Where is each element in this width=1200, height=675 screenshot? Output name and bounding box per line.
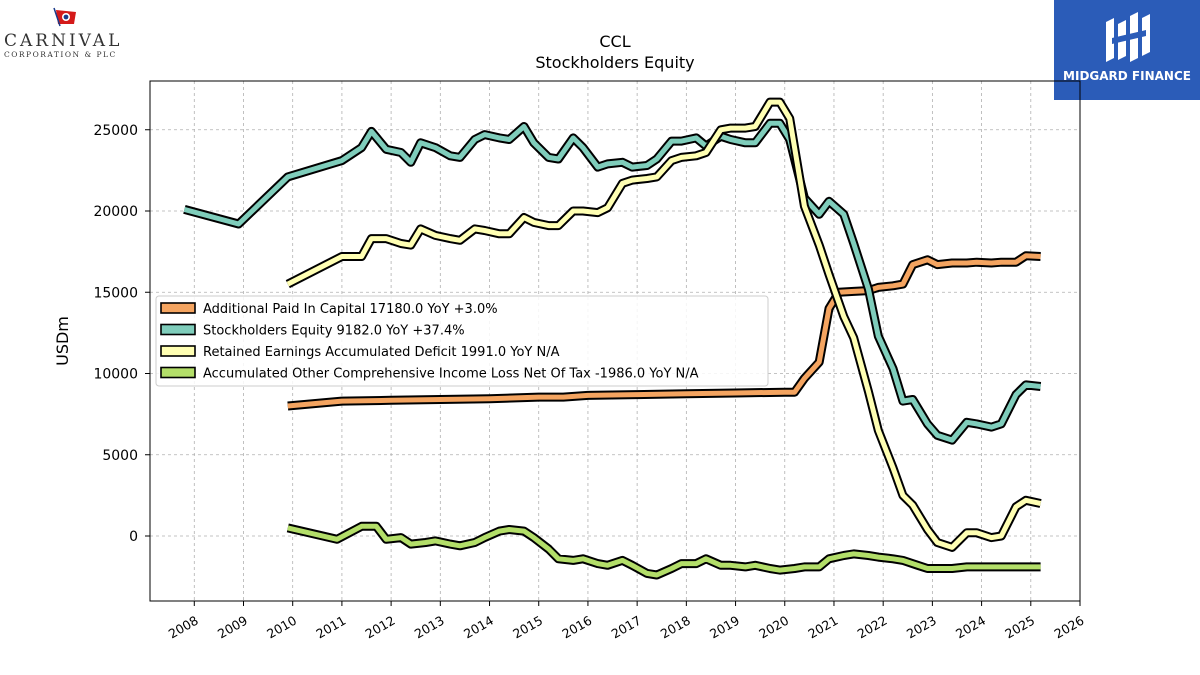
x-tick-label: 2012 xyxy=(363,613,398,642)
x-tick-label: 2026 xyxy=(1051,613,1086,642)
x-tick-label: 2010 xyxy=(264,613,299,642)
y-axis-label: USDm xyxy=(53,316,72,366)
x-tick-label: 2017 xyxy=(609,613,644,642)
legend-box xyxy=(155,295,769,387)
y-tick-label: 20000 xyxy=(93,204,138,220)
x-tick-label: 2019 xyxy=(707,613,742,642)
y-tick-label: 10000 xyxy=(93,367,138,383)
carnival-logo: CARNIVAL CORPORATION & PLC xyxy=(0,4,140,62)
legend-swatch xyxy=(160,366,196,379)
legend-swatch xyxy=(160,302,196,314)
y-tick-label: 15000 xyxy=(93,285,138,301)
x-tick-label: 2018 xyxy=(658,613,693,642)
x-tick-label: 2015 xyxy=(510,613,545,642)
x-tick-label: 2013 xyxy=(412,613,447,642)
series-line xyxy=(286,99,1042,550)
legend-label: Retained Earnings Accumulated Deficit 19… xyxy=(203,345,560,360)
y-tick-label: 0 xyxy=(129,529,138,545)
carnival-logo-sub: CORPORATION & PLC xyxy=(4,50,117,59)
x-tick-label: 2020 xyxy=(756,613,791,642)
midgard-logo-text: MIDGARD FINANCE xyxy=(1063,69,1191,83)
y-tick-label: 5000 xyxy=(102,448,138,464)
x-tick-label: 2021 xyxy=(805,613,840,642)
chart-subtitle: Stockholders Equity xyxy=(535,53,694,72)
chart-title: CCL xyxy=(599,32,630,51)
x-tick-label: 2014 xyxy=(461,613,496,642)
carnival-logo-name: CARNIVAL xyxy=(4,31,123,51)
midgard-logo-mark-icon xyxy=(1106,12,1150,62)
x-tick-label: 2008 xyxy=(166,613,201,642)
series-line xyxy=(183,120,1041,443)
x-tick-label: 2011 xyxy=(313,613,348,642)
x-tick-label: 2022 xyxy=(855,613,890,642)
x-tick-label: 2016 xyxy=(559,613,594,642)
x-tick-label: 2025 xyxy=(1002,613,1037,642)
midgard-finance-logo: MIDGARD FINANCE xyxy=(1054,0,1200,100)
legend-label: Additional Paid In Capital 17180.0 YoY +… xyxy=(203,302,498,317)
legend-label: Stockholders Equity 9182.0 YoY +37.4% xyxy=(203,324,465,339)
series-line xyxy=(287,523,1041,578)
carnival-funnel-icon xyxy=(53,7,76,27)
x-tick-label: 2009 xyxy=(215,613,250,642)
plot-frame xyxy=(149,80,1081,602)
x-tick-label: 2024 xyxy=(953,613,988,642)
legend: Additional Paid In Capital 17180.0 YoY +… xyxy=(155,295,769,387)
legend-swatch xyxy=(160,323,196,336)
legend-swatch xyxy=(160,345,196,357)
legend-label: Accumulated Other Comprehensive Income L… xyxy=(203,367,699,382)
x-tick-label: 2023 xyxy=(904,613,939,642)
y-tick-label: 25000 xyxy=(93,123,138,139)
